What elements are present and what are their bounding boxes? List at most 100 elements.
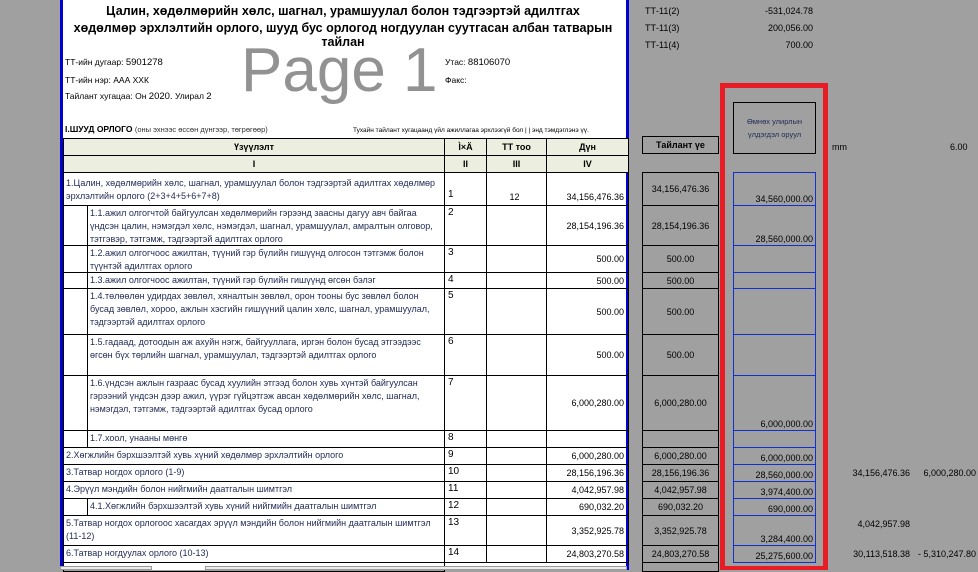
row-number: 5 xyxy=(444,288,487,335)
phone-value: 88106070 xyxy=(467,57,511,68)
previous-quarter-input[interactable] xyxy=(733,272,816,289)
report-period-value: 500.00 xyxy=(642,272,719,289)
amount: 34,156,476.36 xyxy=(546,172,629,206)
previous-quarter-header: Өмнөх улирлын үлдэгдэл оруул xyxy=(733,102,816,154)
row-label: 4.1.Хөгжлийн бэрхшээлтэй хувь хүний нийг… xyxy=(87,498,445,516)
amount: 500.00 xyxy=(546,245,629,273)
previous-quarter-input[interactable]: 28,560,000.00 xyxy=(733,464,816,482)
report-period-header: Тайлант үе xyxy=(642,136,719,154)
indent-cell xyxy=(63,288,88,335)
tt-count xyxy=(486,545,547,563)
column-number: III xyxy=(486,155,547,173)
previous-quarter-input[interactable]: 6,000,000.00 xyxy=(733,447,816,465)
previous-quarter-input[interactable]: 690,000.00 xyxy=(733,498,816,516)
report-period-value: 34,156,476.36 xyxy=(642,172,719,206)
previous-quarter-input[interactable] xyxy=(733,334,816,376)
tt-row-label: ТТ-11(4) xyxy=(645,40,680,50)
column-header: Дүн xyxy=(546,138,629,156)
row-label: 4.Эрүүл мэндийн болон нийгмийн даатгалын… xyxy=(63,481,445,499)
tt-name-label: ТТ-ийн нэр: xyxy=(65,75,111,85)
previous-quarter-input[interactable]: 3,284,400.00 xyxy=(733,515,816,546)
tt-count xyxy=(486,334,547,376)
tt-row-value: 700.00 xyxy=(785,40,813,50)
row-label: 1.6.үндсэн ажлын газраас бусад хуулийн э… xyxy=(87,375,445,431)
tt-number: ТТ-ийн дугаар: 5901278 xyxy=(65,57,163,68)
report-period-value: 4,042,957.98 xyxy=(642,481,719,499)
tt-count xyxy=(486,464,547,482)
extra-value: - 5,310,247.80 xyxy=(917,549,976,559)
row-number: 4 xyxy=(444,272,487,289)
row-number: 12 xyxy=(444,498,487,516)
row-label: 1.1.ажил олгогчтой байгуулсан хөдөлмөрий… xyxy=(87,205,445,246)
row-label: 2.Хөгжлийн бэрхшээлтэй хувь хүний хөдөлм… xyxy=(63,447,445,465)
amount: 6,000,280.00 xyxy=(546,375,629,431)
highlight-box xyxy=(720,83,828,570)
indent-cell xyxy=(63,498,88,516)
period-quarter-label: Улирал xyxy=(174,91,204,101)
previous-quarter-input[interactable] xyxy=(733,245,816,273)
amount xyxy=(546,430,629,448)
report-period-value: 500.00 xyxy=(642,334,719,376)
tt-count xyxy=(486,288,547,335)
report-period-value: 6,000,280.00 xyxy=(642,375,719,431)
tt-name: ТТ-ийн нэр: ААА ХХК xyxy=(65,75,149,85)
tt-count xyxy=(486,447,547,465)
amount: 3,352,925.78 xyxy=(546,515,629,546)
tt-count xyxy=(486,515,547,546)
tt-count xyxy=(486,272,547,289)
report-period-value: 3,352,925.78 xyxy=(642,515,719,546)
row-label: 1.7.хоол, унааны мөнгө xyxy=(87,430,445,448)
report-period-value xyxy=(642,430,719,448)
tt-count xyxy=(486,498,547,516)
indent-cell xyxy=(63,334,88,376)
column-number: II xyxy=(444,155,487,173)
row-number: 2 xyxy=(444,205,487,246)
period-year: 2020. xyxy=(148,91,173,102)
row-number: 10 xyxy=(444,464,487,482)
previous-quarter-input[interactable]: 3,974,400.00 xyxy=(733,481,816,499)
previous-quarter-input[interactable]: 25,275,600.00 xyxy=(733,545,816,563)
indent-cell xyxy=(63,375,88,431)
tt-row-label: ТТ-11(3) xyxy=(645,23,680,33)
indent-cell xyxy=(63,245,88,273)
section-heading: I.ШУУД ОРЛОГО (оны эхнээс өссөн дүнгээр,… xyxy=(65,124,268,134)
print-page: Цалин, хөдөлмөрийн хөлс, шагнал, урамшуу… xyxy=(60,0,629,572)
indent-cell xyxy=(63,205,88,246)
tt-count xyxy=(486,205,547,246)
amount: 24,803,270.58 xyxy=(546,545,629,563)
section-title: I.ШУУД ОРЛОГО xyxy=(65,124,133,134)
report-title-line1: Цалин, хөдөлмөрийн хөлс, шагнал, урамшуу… xyxy=(106,4,580,18)
row-label: 1.4.төлөөлөн удирдах зөвлөл, хяналтын зө… xyxy=(87,288,445,335)
row-number: 11 xyxy=(444,481,487,499)
previous-quarter-input[interactable]: 6,000,000.00 xyxy=(733,375,816,431)
row-label: 3.Татвар ногдох орлого (1-9) xyxy=(63,464,445,482)
tt-number-value: 5901278 xyxy=(125,57,163,68)
phone-label: Утас: xyxy=(445,57,466,67)
row-number: 8 xyxy=(444,430,487,448)
indent-cell xyxy=(63,430,88,448)
column-number: I xyxy=(63,155,445,173)
tt-row-label: ТТ-11(2) xyxy=(645,6,680,16)
report-period-value: 28,156,196.36 xyxy=(642,464,719,482)
tt-count xyxy=(486,245,547,273)
mm-value: 6.00 xyxy=(950,142,968,152)
tt-row-value: 200,056.00 xyxy=(767,23,813,33)
previous-quarter-input[interactable]: 28,560,000.00 xyxy=(733,205,816,246)
indent-cell xyxy=(63,272,88,289)
fax-label: Факс: xyxy=(445,75,467,85)
previous-quarter-input[interactable] xyxy=(733,288,816,335)
extra-value: 6,000,280.00 xyxy=(923,468,976,478)
previous-quarter-input[interactable] xyxy=(733,430,816,448)
previous-quarter-input[interactable]: 34,560,000.00 xyxy=(733,172,816,206)
amount: 28,156,196.36 xyxy=(546,464,629,482)
row-label: 1.3.ажил олгогчоос ажилтан, түүний гэр б… xyxy=(87,272,445,289)
tt-count xyxy=(486,430,547,448)
row-number: 3 xyxy=(444,245,487,273)
tt-number-label: ТТ-ийн дугаар: xyxy=(65,57,124,67)
page-watermark: Page 1 xyxy=(241,36,438,105)
row-label: 1.Цалин, хөдөлмөрийн хөлс, шагнал, урамш… xyxy=(63,172,445,206)
amount: 690,032.20 xyxy=(546,498,629,516)
report-title-line2: хөдөлмөр эрхлэлтийн орлого, шууд бус орл… xyxy=(73,21,613,49)
row-number: 9 xyxy=(444,447,487,465)
column-number: IV xyxy=(546,155,629,173)
